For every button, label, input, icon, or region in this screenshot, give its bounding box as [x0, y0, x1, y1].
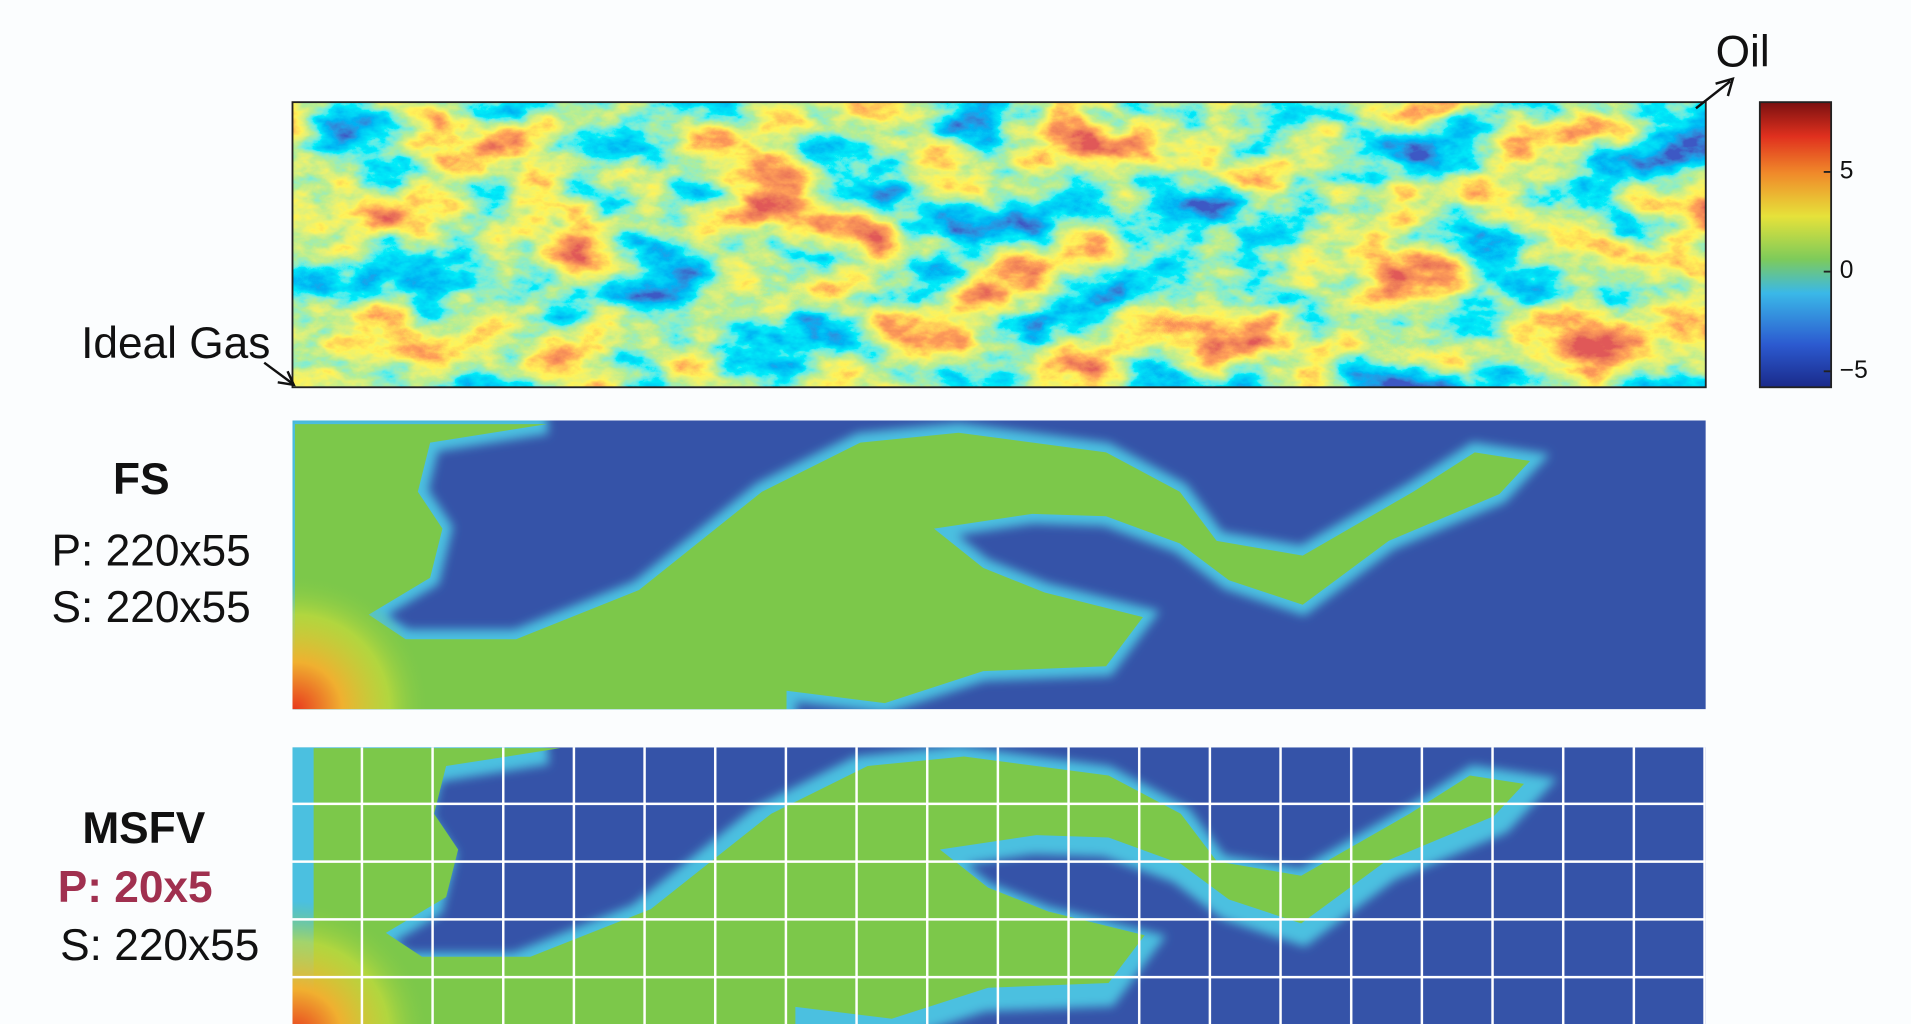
- colorbar-tick-label: 0: [1840, 257, 1854, 284]
- figure: 5 0 −5 Oil Ideal Gas FS P: 220x55 S: 220x5…: [0, 0, 1911, 1024]
- saturation-grid: S: 220x55: [52, 583, 251, 632]
- saturation-grid: S: 220x55: [60, 921, 259, 970]
- pressure-grid: P: 20x5: [58, 863, 213, 912]
- colorbar: [1760, 102, 1831, 387]
- permeability-field: [292, 102, 1705, 387]
- panel-title: MSFV: [82, 804, 205, 853]
- pressure-grid: P: 220x55: [52, 526, 251, 575]
- arrow: [264, 363, 293, 385]
- msfv-saturation: [292, 747, 1705, 1024]
- ideal-gas-label: Ideal Gas: [81, 319, 270, 368]
- arrow: [1696, 79, 1733, 108]
- fs-saturation: [292, 420, 1705, 709]
- colorbar-tick-label: −5: [1840, 357, 1868, 384]
- panel-title: FS: [113, 455, 170, 504]
- colorbar-tick-label: 5: [1840, 157, 1854, 184]
- page: 5 0 −5 Oil Ideal Gas FS P: 220x55 S: 220x5…: [0, 0, 1911, 1024]
- oil-label: Oil: [1716, 28, 1770, 77]
